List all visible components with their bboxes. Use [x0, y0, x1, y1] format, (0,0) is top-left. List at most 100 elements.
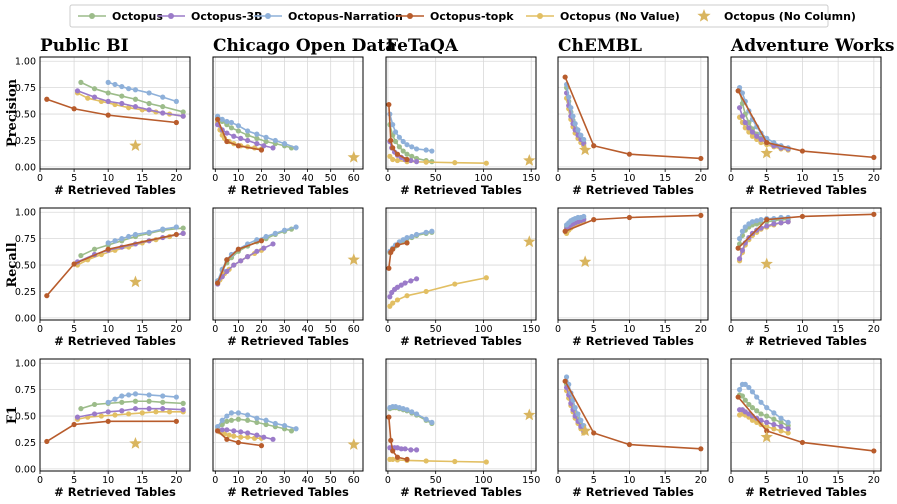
x-tick-label: 20 [868, 324, 880, 335]
data-point [572, 120, 578, 127]
data-point [180, 225, 186, 231]
data-point [562, 378, 568, 384]
data-point [575, 411, 581, 417]
row-label-recall: Recall [5, 242, 20, 287]
x-tick-label: 0 [728, 475, 734, 486]
series-octopus-no-column [760, 257, 773, 270]
x-axis-label: # Retrieved Tables [227, 334, 349, 348]
data-point [105, 112, 111, 118]
x-tick-label: 10 [232, 324, 244, 335]
series-octopus-no-column [347, 253, 360, 266]
data-point [626, 441, 633, 448]
data-point [698, 212, 704, 218]
data-point [74, 88, 81, 94]
data-point [568, 105, 574, 111]
y-tick-label: 0.50 [15, 261, 36, 272]
plot-frame [385, 207, 537, 321]
data-point [739, 90, 746, 96]
data-point [224, 436, 230, 442]
legend-star-icon [697, 9, 711, 22]
data-point [758, 217, 764, 223]
data-point [126, 86, 132, 92]
data-point [746, 401, 752, 408]
data-point [263, 417, 269, 423]
data-point [754, 394, 760, 400]
data-point [245, 132, 251, 138]
data-point [119, 236, 125, 242]
data-point [698, 155, 704, 162]
data-point [224, 418, 230, 424]
panel-fetaqa-f1: 0 50 100 150# Retrieved Tables [385, 358, 540, 499]
x-tick-label: 10 [623, 324, 635, 335]
series-line [46, 420, 177, 443]
data-point [394, 151, 401, 157]
y-tick-label: 0.00 [15, 464, 36, 475]
panel-title-adventure-works: Adventure Works [730, 36, 894, 56]
data-point [112, 238, 118, 244]
point-star [523, 235, 536, 248]
data-point [173, 119, 179, 126]
point-star [347, 150, 360, 163]
x-axis-label: # Retrieved Tables [54, 334, 176, 348]
data-point [404, 240, 410, 246]
data-point [392, 129, 399, 135]
data-point [390, 448, 396, 454]
legend-label: Octopus-topk [430, 10, 514, 23]
data-point [404, 456, 410, 462]
data-point [575, 127, 581, 133]
data-point [394, 157, 401, 164]
data-point [409, 153, 415, 159]
data-point [235, 123, 241, 129]
data-point [112, 412, 118, 418]
series-octopus-topk [44, 96, 179, 126]
data-point [413, 231, 420, 238]
data-point [746, 129, 752, 135]
x-tick-label: 10 [796, 173, 808, 184]
point-star [578, 143, 592, 156]
data-point [146, 229, 152, 235]
x-tick-label: 40 [302, 475, 314, 486]
data-point [245, 254, 251, 260]
y-tick-label: 0.75 [15, 83, 36, 94]
data-point [173, 418, 179, 424]
series-octopus-topk [386, 414, 410, 462]
data-point [71, 261, 77, 267]
data-point [402, 280, 408, 286]
series-octopus-no-column [523, 408, 536, 421]
data-point [231, 428, 237, 434]
data-point [771, 426, 777, 432]
series-octopus-3b [387, 276, 420, 300]
series-octopus-topk [735, 88, 877, 160]
data-point [429, 419, 435, 425]
legend-item-octopus-no-column: Octopus (No Column) [697, 9, 856, 23]
data-point [394, 454, 401, 460]
data-point [591, 217, 597, 223]
data-point [739, 113, 746, 119]
data-point [85, 95, 91, 101]
data-point [739, 393, 746, 399]
data-point [771, 221, 777, 227]
data-point [245, 417, 251, 423]
y-tick-label: 0.75 [15, 385, 36, 396]
data-point [423, 288, 429, 295]
data-point [404, 293, 410, 299]
series-octopus-topk [386, 101, 410, 163]
data-point [764, 223, 770, 229]
series-octopus [78, 79, 186, 115]
plot-frame [39, 56, 191, 170]
data-point [394, 284, 401, 290]
x-tick-label: 20 [695, 475, 707, 486]
x-axis-label: # Retrieved Tables [745, 334, 867, 348]
data-point [764, 424, 770, 430]
x-tick-label: 20 [255, 324, 267, 335]
series-line [564, 214, 701, 232]
data-point [758, 136, 764, 143]
data-point [78, 406, 84, 412]
data-point [44, 293, 50, 299]
data-point [224, 257, 230, 263]
series-octopus-topk [215, 428, 265, 449]
data-point [396, 134, 402, 140]
data-point [224, 427, 230, 433]
y-tick-label: 1.00 [15, 57, 36, 68]
data-point [263, 138, 269, 145]
